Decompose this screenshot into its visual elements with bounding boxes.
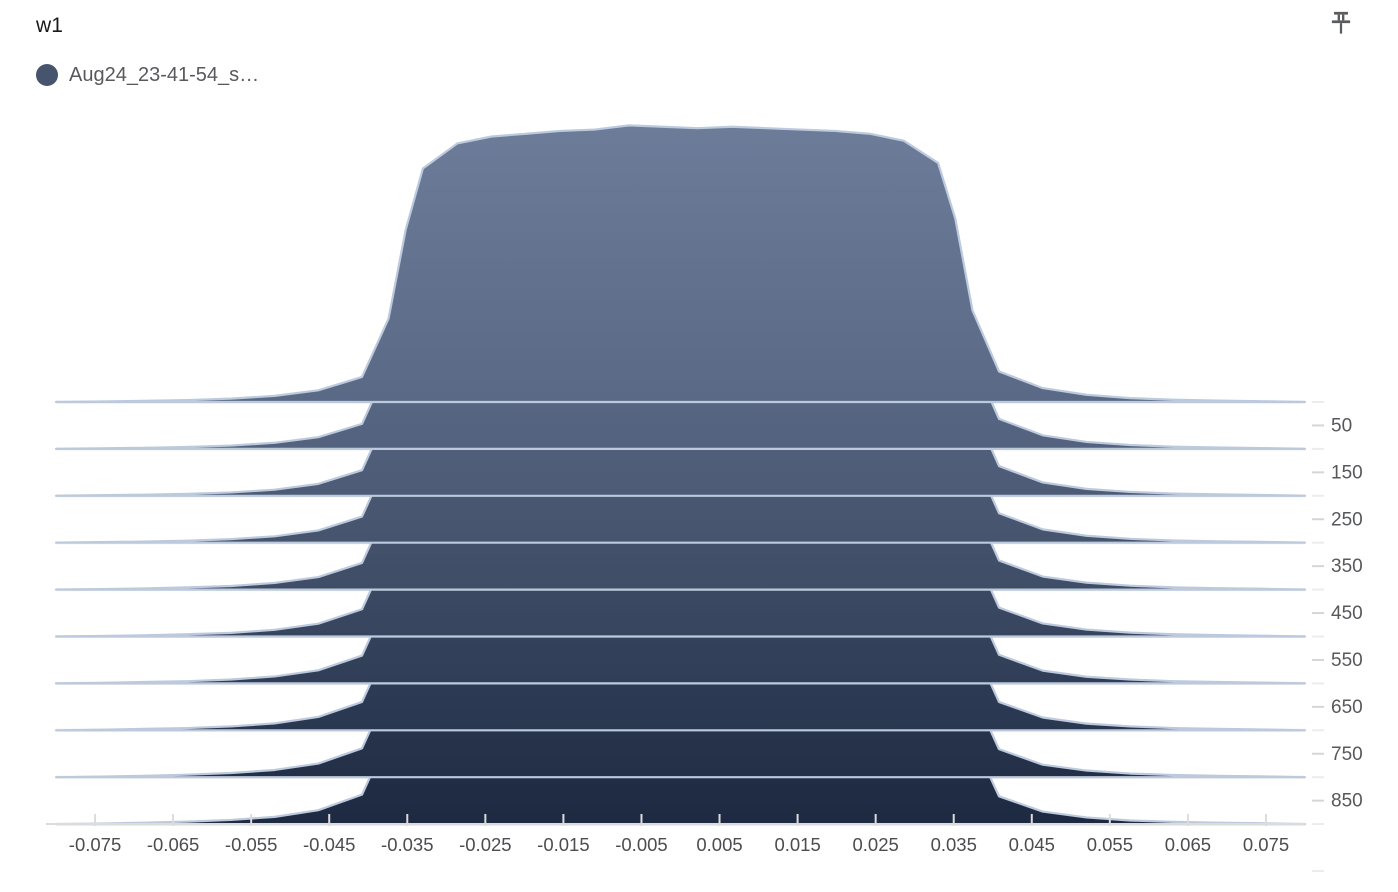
chart-legend[interactable]: Aug24_23-41-54_s…	[36, 64, 259, 86]
x-axis-tick-label: 0.055	[1087, 834, 1133, 855]
x-axis-tick-label: -0.035	[381, 834, 433, 855]
x-axis-tick-label: 0.005	[696, 834, 742, 855]
x-axis-tick-label: 0.045	[1009, 834, 1055, 855]
legend-color-swatch	[36, 64, 58, 86]
x-axis-tick-label: 0.075	[1243, 834, 1289, 855]
y-axis: 50 150 250 350 450 550 650 750 850	[1312, 401, 1363, 872]
x-axis-tick-label: -0.025	[459, 834, 511, 855]
x-axis-tick-label: -0.015	[537, 834, 589, 855]
y-axis-tick-label: 50	[1331, 415, 1352, 436]
y-axis-tick-label: 250	[1331, 509, 1363, 530]
x-axis-tick-label: 0.065	[1165, 834, 1211, 855]
x-axis-tick-label: 0.025	[853, 834, 899, 855]
y-axis-tick-label: 550	[1331, 650, 1363, 671]
x-axis-tick-label: 0.015	[774, 834, 820, 855]
y-axis-tick-label: 850	[1331, 791, 1363, 812]
y-axis-tick-label: 150	[1331, 462, 1363, 483]
pin-icon[interactable]	[1324, 6, 1358, 40]
x-axis-tick-label: -0.065	[147, 834, 199, 855]
ridge-area	[54, 124, 1307, 404]
x-axis-tick-label: -0.005	[615, 834, 667, 855]
legend-item-label: Aug24_23-41-54_s…	[69, 64, 260, 86]
y-axis-tick-label: 350	[1331, 556, 1363, 577]
x-axis-tick-label: 0.035	[931, 834, 977, 855]
x-axis-tick-label: -0.075	[69, 834, 121, 855]
y-axis-tick-label: 750	[1331, 744, 1363, 765]
page-title: w1	[36, 14, 64, 37]
y-axis-tick-label: 450	[1331, 603, 1363, 624]
x-axis-tick-label: -0.055	[225, 834, 277, 855]
x-axis: -0.075 -0.065 -0.055 -0.045 -0.035 -0.025 -0.0…	[46, 814, 1305, 855]
y-axis-tick-label: 650	[1331, 697, 1363, 718]
x-axis-tick-label: -0.045	[303, 834, 355, 855]
ridge-series-group	[54, 124, 1307, 826]
